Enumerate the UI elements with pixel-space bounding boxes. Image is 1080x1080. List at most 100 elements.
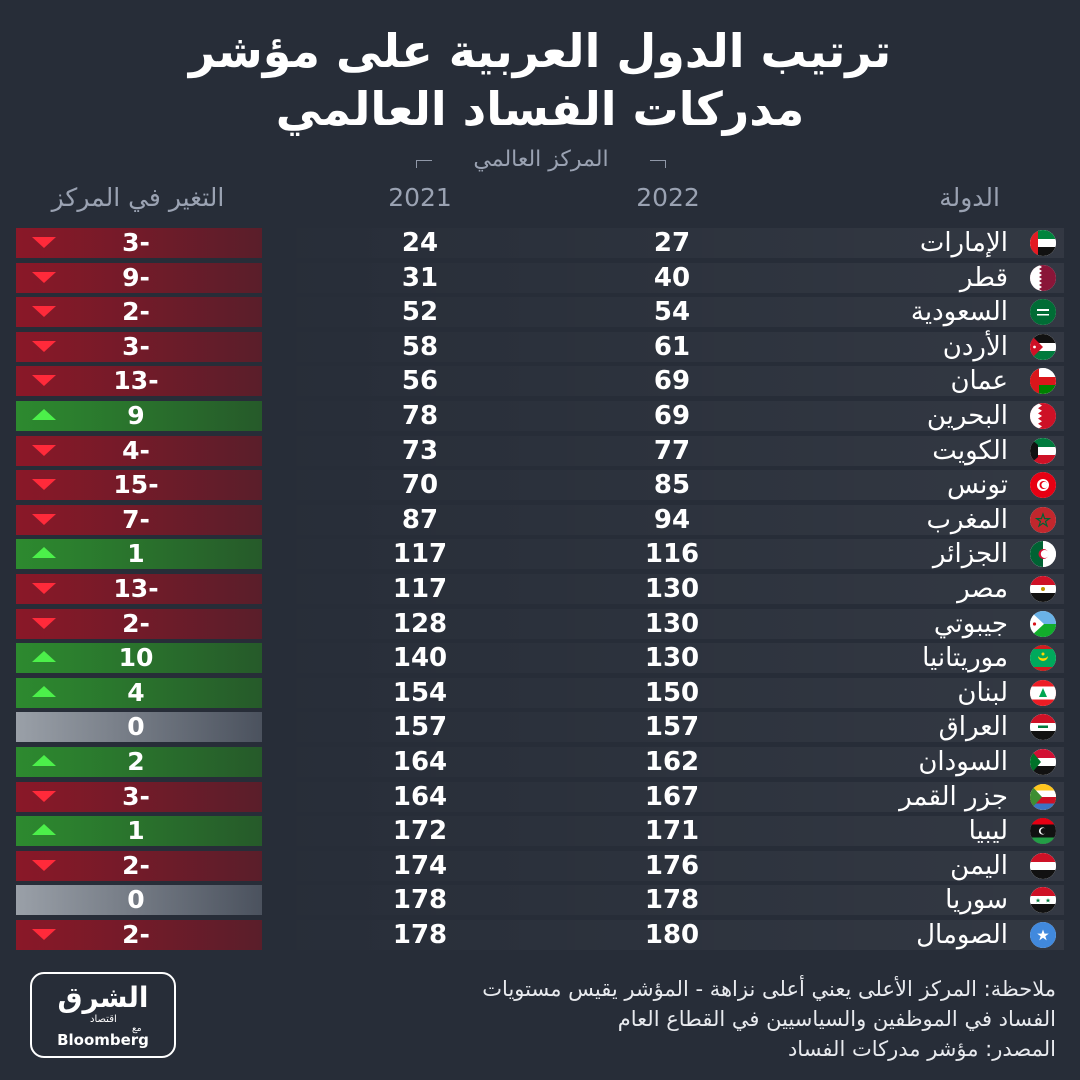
rank-2022: 116 [644,539,700,570]
change-bar-same [16,712,262,743]
change-bar-down [16,366,262,397]
arrow-up-icon [32,547,56,559]
table-row: 0 178 178 سوريا [0,884,1080,916]
oman-flag-icon [1030,368,1056,395]
algeria-flag-icon [1030,541,1056,568]
jordan-flag-icon [1030,333,1056,360]
tunisia-flag-icon [1030,472,1056,499]
row-stripe [262,920,1064,950]
rank-2021: 24 [401,228,439,258]
yemen-flag-icon [1030,852,1056,879]
change-bar-up [16,816,262,847]
rank-2022: 54 [653,297,691,328]
rank-2021: 178 [392,920,448,950]
table-row: 3- 58 61 الأردن [0,331,1080,362]
rank-2021: 172 [392,816,448,847]
rank-2022: 180 [644,920,700,950]
change-bar-down [16,331,262,362]
change-value: 10 [118,643,154,673]
uae-flag-icon [1030,230,1056,256]
change-bar-down [16,781,262,812]
arrow-down-icon [32,479,56,491]
change-value: 9- [122,262,150,292]
row-stripe [262,712,1064,743]
note-line-1: ملاحظة: المركز الأعلى يعني أعلى نزاهة - … [482,977,1056,1001]
qatar-flag-icon [1030,264,1056,291]
header-2022: 2022 [636,183,700,212]
change-value: 3- [122,228,150,257]
arrow-up-icon [32,685,56,697]
chart-title: ترتيب الدول العربية على مؤشر مدركات الفس… [0,22,1080,138]
country-name: العراق [938,712,1008,743]
rank-2022: 171 [644,816,700,847]
row-stripe [262,747,1064,777]
change-bar-down [16,470,262,501]
lebanon-flag-icon [1030,679,1056,706]
change-value: 0 [127,885,145,915]
rank-2022: 27 [653,228,691,258]
arrow-down-icon [32,271,56,283]
change-value: 2- [122,608,150,638]
rank-2022: 176 [644,850,700,881]
change-bar-down [16,297,262,328]
footnote: ملاحظة: المركز الأعلى يعني أعلى نزاهة - … [356,974,1056,1064]
change-value: 15- [113,470,159,500]
table-row: 13- 117 130 مصر [0,573,1080,604]
country-name: لبنان [957,677,1008,708]
bahrain-flag-icon [1030,403,1056,429]
rank-2022: 150 [644,677,700,708]
rank-2021: 128 [392,608,448,639]
arrow-up-icon [32,755,56,766]
country-name: البحرين [926,401,1008,431]
rank-2022: 162 [644,747,700,777]
logo-sub-text: اقتصاد [90,1014,117,1025]
syria-flag-icon [1030,887,1056,914]
logo-bloomberg-text: Bloomberg [57,1031,149,1049]
change-value: 1 [127,816,145,846]
rank-2021: 164 [392,781,448,812]
change-value: 2- [122,920,150,949]
change-value: 13- [113,574,159,603]
change-value: 3- [122,331,150,361]
rank-2022: 40 [653,262,691,293]
change-bar-down [16,608,262,639]
arrow-down-icon [32,859,56,871]
bracket-tick-left [416,160,417,168]
country-name: سوريا [945,885,1008,916]
row-stripe [262,643,1064,674]
rank-2021: 73 [401,435,439,466]
arrow-down-icon [32,513,56,525]
row-stripe [262,885,1064,916]
rank-2022: 167 [644,781,700,812]
country-name: جزر القمر [899,781,1008,812]
table-row: 2- 52 54 السعودية [0,296,1080,328]
change-bar-down [16,228,262,258]
change-value: 4 [127,677,145,707]
change-value: 2 [127,747,145,776]
arrow-up-icon [32,409,56,420]
country-name: السودان [918,747,1008,777]
country-name: الأردن [942,331,1008,362]
rank-2022: 69 [653,401,691,431]
change-bar-down [16,262,262,293]
row-stripe [262,331,1064,362]
change-bar-down [16,435,262,466]
arrow-down-icon [32,306,56,318]
arrow-down-icon [32,340,56,352]
change-bar-down [16,850,262,881]
country-name: موريتانيا [922,643,1008,674]
rank-2021: 178 [392,885,448,916]
libya-flag-icon [1030,818,1056,845]
rank-2021: 164 [392,747,448,777]
change-bar-up [16,677,262,708]
row-stripe [262,366,1064,397]
table-row: 0 157 157 العراق [0,711,1080,743]
country-name: جيبوتي [933,608,1008,639]
table-row: 4 154 150 لبنان [0,677,1080,708]
country-name: السعودية [910,297,1008,328]
bracket-tick-right [665,160,666,168]
rank-2021: 78 [401,401,439,431]
rank-2021: 52 [401,297,439,328]
rank-2021: 58 [401,331,439,362]
rank-2022: 130 [644,574,700,604]
